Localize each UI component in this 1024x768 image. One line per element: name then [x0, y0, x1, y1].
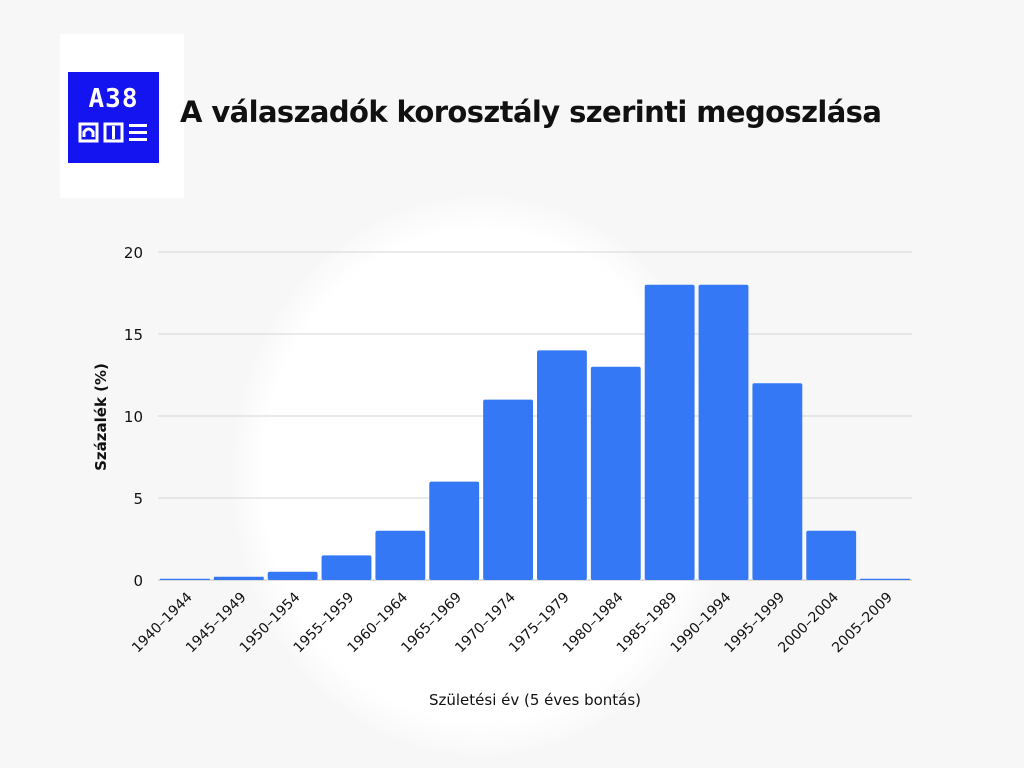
bar-1945–1949	[213, 576, 264, 580]
y-tick-label: 15	[124, 326, 143, 344]
x-tick-labels: 1940–19441945–19491950–19541955–19591960…	[129, 589, 896, 656]
bar-2000–2004	[806, 530, 857, 580]
y-tick-label: 20	[124, 244, 143, 262]
bar-1960–1964	[375, 530, 426, 580]
a38-logo: A38	[68, 72, 159, 163]
y-axis-label: Százalék (%)	[92, 363, 110, 471]
logo-card: A38	[60, 34, 184, 198]
y-tick-label: 5	[133, 490, 143, 508]
bar-1975–1979	[537, 350, 587, 580]
bar-1985–1989	[644, 284, 695, 580]
x-axis-label: Születési év (5 éves bontás)	[429, 691, 641, 709]
bar-1955–1959	[321, 555, 372, 580]
bar-1995–1999	[752, 383, 803, 580]
bar-1980–1984	[590, 366, 641, 580]
bar-2005–2009	[860, 578, 910, 580]
y-tick-label: 0	[133, 572, 143, 590]
bars	[160, 284, 910, 580]
bar-1970–1974	[483, 399, 533, 580]
y-tick-labels: 0 5 10 15 20	[124, 244, 143, 590]
bar-1965–1969	[429, 481, 480, 580]
bar-1990–1994	[698, 284, 749, 580]
chart-title: A válaszadók korosztály szerinti megoszl…	[180, 95, 882, 129]
bar-1950–1954	[267, 571, 318, 580]
y-tick-label: 10	[124, 408, 143, 426]
logo-text: A38	[88, 84, 139, 114]
bar-1940–1944	[160, 578, 210, 580]
logo-glyphs-icon	[78, 122, 147, 143]
